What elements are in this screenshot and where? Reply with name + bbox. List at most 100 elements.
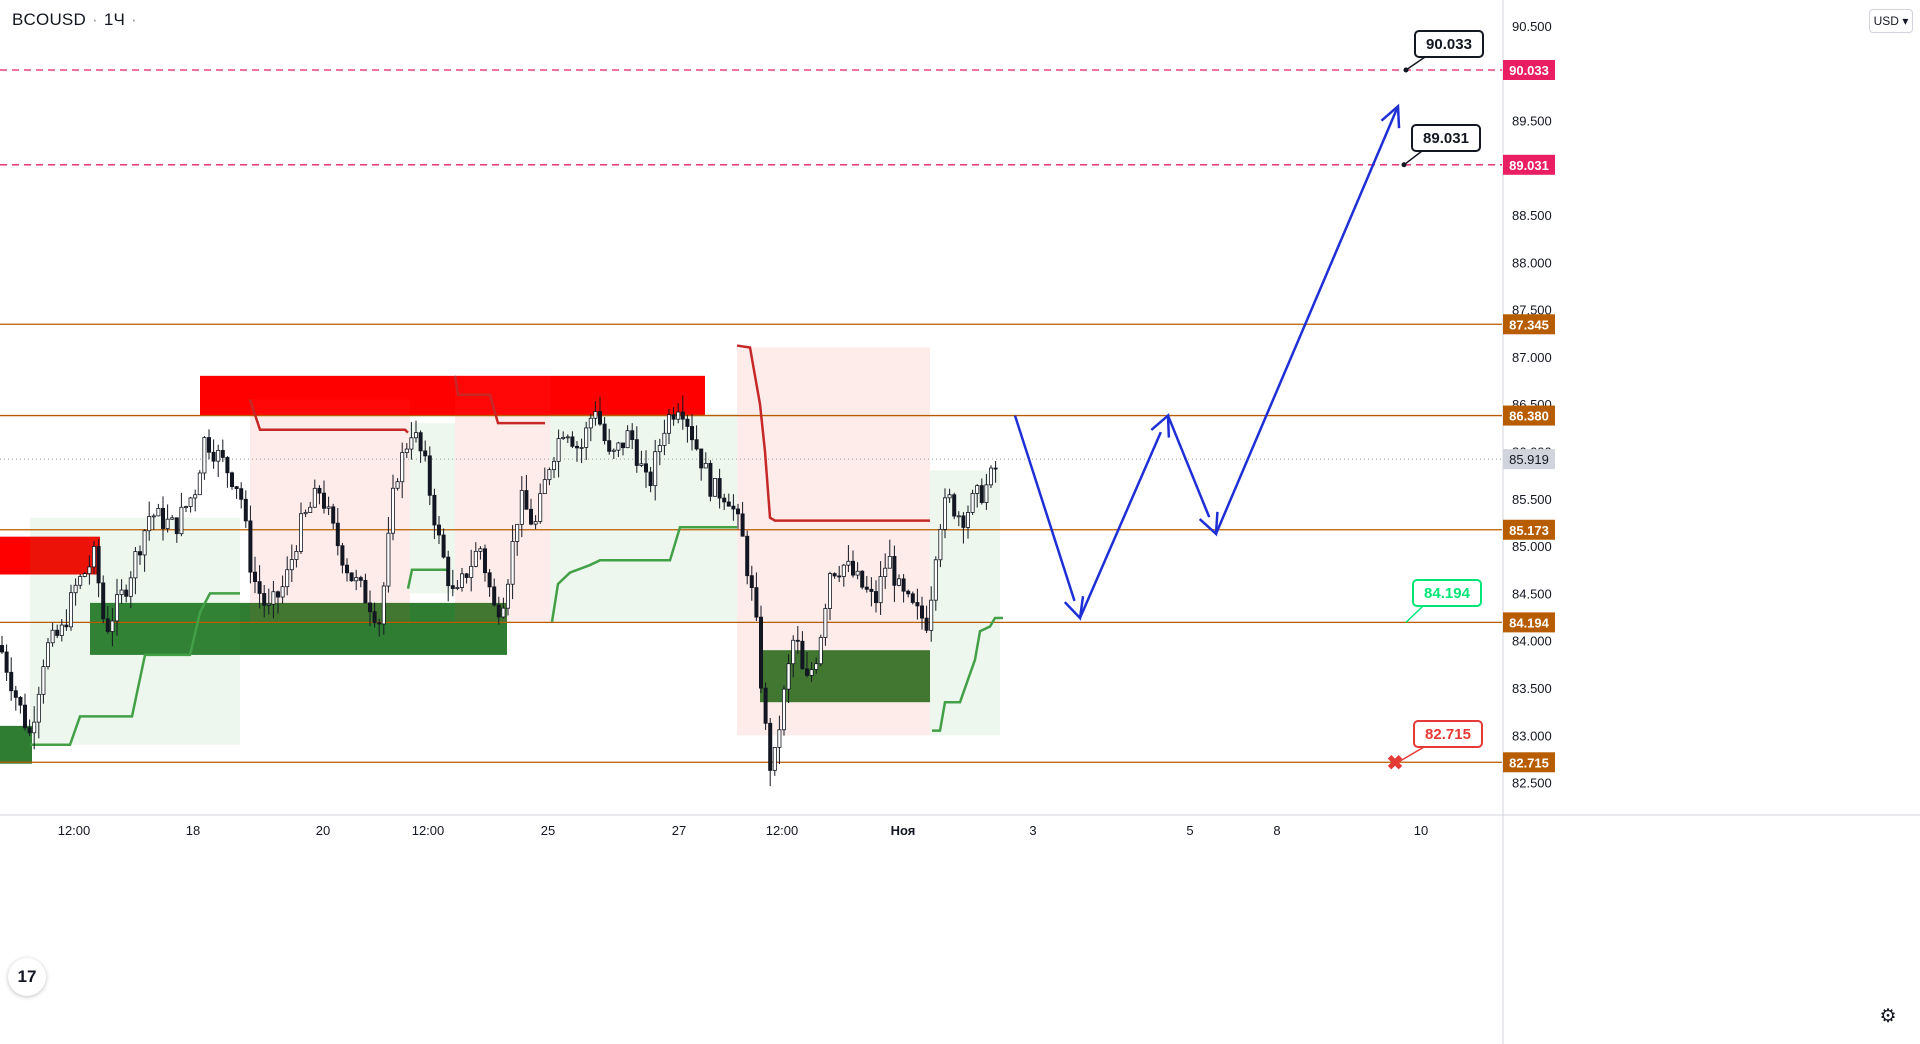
candle-up: [156, 508, 161, 517]
support-zone: [0, 725, 32, 764]
price-badge: [1503, 314, 1555, 335]
candle-up: [611, 449, 616, 452]
time-tick-label: 3: [1029, 823, 1036, 838]
candle-up: [883, 567, 888, 577]
callout-anchor-dot: [1401, 162, 1407, 168]
candle-up: [501, 607, 506, 618]
price-tick-label: 90.500: [1512, 19, 1552, 34]
candle-down: [234, 486, 239, 490]
candle-down: [367, 602, 372, 613]
candle-down: [690, 426, 695, 441]
candle-down: [869, 588, 874, 592]
price-badge-label-89.031: 89.031: [1509, 158, 1549, 173]
price-badge: [1503, 519, 1555, 540]
candle-up: [588, 417, 593, 429]
time-tick-label: 20: [316, 823, 330, 838]
price-badge-label-90.033: 90.033: [1509, 63, 1549, 78]
candle-up: [970, 493, 975, 513]
candle-down: [570, 436, 575, 447]
candle-up: [542, 479, 547, 495]
candle-up: [32, 721, 37, 734]
callout-pointer: [1405, 605, 1424, 623]
candle-up: [59, 624, 64, 636]
candle-up: [538, 493, 543, 522]
candle-up: [515, 523, 520, 542]
candle-down: [257, 581, 262, 594]
candle-down: [892, 555, 897, 586]
candle-up: [823, 608, 828, 638]
candle-up: [786, 663, 791, 690]
candle-up: [73, 584, 78, 594]
candle-up: [966, 512, 971, 528]
callout-label-82.715: 82.715: [1425, 726, 1471, 743]
resistance-zone: [0, 536, 100, 575]
candle-up: [390, 487, 395, 534]
candle-down: [754, 587, 759, 618]
candle-up: [142, 530, 147, 556]
candle-down: [529, 508, 534, 525]
candle-up: [110, 620, 115, 632]
candle-down: [317, 487, 322, 494]
candle-down: [598, 411, 603, 425]
candle-up: [616, 442, 621, 451]
candle-down: [644, 463, 649, 473]
candle-down: [726, 501, 731, 507]
candle-up: [193, 494, 198, 499]
separator-dot: ·: [131, 10, 137, 29]
candle-up: [989, 467, 994, 486]
price-badge-label-86.380: 86.380: [1509, 409, 1549, 424]
gear-icon[interactable]: ⚙: [1879, 1006, 1897, 1027]
tradingview-logo-icon[interactable]: 17: [8, 958, 46, 996]
candle-up: [119, 589, 124, 596]
candle-up: [133, 551, 138, 579]
candle-down: [275, 591, 280, 598]
price-badge: [1503, 60, 1555, 80]
candle-down: [22, 704, 27, 729]
candle-down: [731, 505, 736, 510]
symbol-name: BCOUSD: [12, 10, 86, 29]
candle-down: [952, 494, 957, 517]
candle-down: [874, 591, 879, 604]
price-tick-label: 84.500: [1512, 586, 1552, 601]
candle-up: [202, 437, 207, 474]
trail-shade: [250, 399, 410, 622]
time-tick-label: 10: [1414, 823, 1428, 838]
candle-down: [496, 604, 501, 618]
candle-up: [676, 411, 681, 420]
symbol-header[interactable]: BCOUSD · 1Ч ·: [12, 10, 143, 30]
candle-up: [128, 577, 133, 597]
candle-down: [745, 535, 750, 577]
support-zone: [90, 602, 507, 655]
candle-up: [170, 517, 175, 520]
candle-up: [667, 414, 672, 434]
candle-up: [556, 438, 561, 462]
candle-up: [473, 550, 478, 567]
price-tick-label: 88.500: [1512, 208, 1552, 223]
candle-down: [174, 517, 179, 535]
candle-up: [887, 555, 892, 569]
candle-down: [248, 520, 253, 573]
candle-down: [671, 414, 676, 420]
callout-box: [1413, 720, 1483, 748]
currency-selector[interactable]: USD ▾: [1869, 9, 1913, 33]
candle-down: [694, 439, 699, 450]
candle-down: [206, 437, 211, 453]
time-tick-label: Ноя: [891, 823, 916, 838]
candle-up: [878, 576, 883, 604]
trail-red-line: [736, 344, 930, 522]
candle-up: [381, 585, 386, 625]
candle-down: [64, 624, 69, 628]
candle-up: [289, 559, 294, 571]
candle-up: [413, 432, 418, 439]
candle-up: [943, 497, 948, 530]
callout-pointer: [1397, 746, 1425, 763]
candle-down: [524, 490, 529, 510]
trail-shade: [737, 347, 930, 736]
candle-up: [179, 506, 184, 535]
price-tick-label: 83.500: [1512, 681, 1552, 696]
candle-up: [565, 436, 570, 439]
candle-up: [197, 472, 202, 496]
callout-label-89.031: 89.031: [1423, 130, 1469, 147]
